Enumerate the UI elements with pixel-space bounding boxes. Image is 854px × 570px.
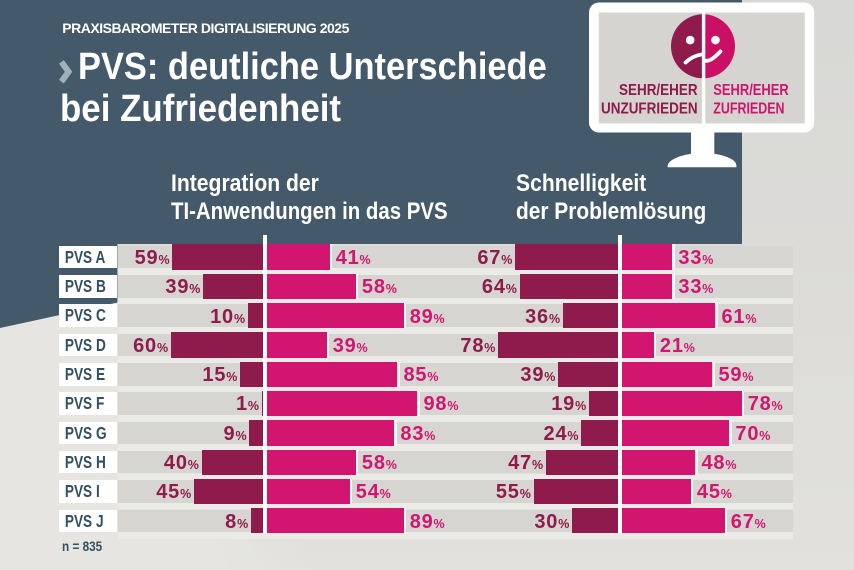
svg-text:SEHR/EHER: SEHR/EHER: [713, 82, 789, 99]
svg-text:ZUFRIEDEN: ZUFRIEDEN: [713, 100, 784, 117]
svg-text:SEHR/EHER: SEHR/EHER: [619, 82, 698, 99]
svg-text:UNZUFRIEDEN: UNZUFRIEDEN: [601, 100, 698, 117]
